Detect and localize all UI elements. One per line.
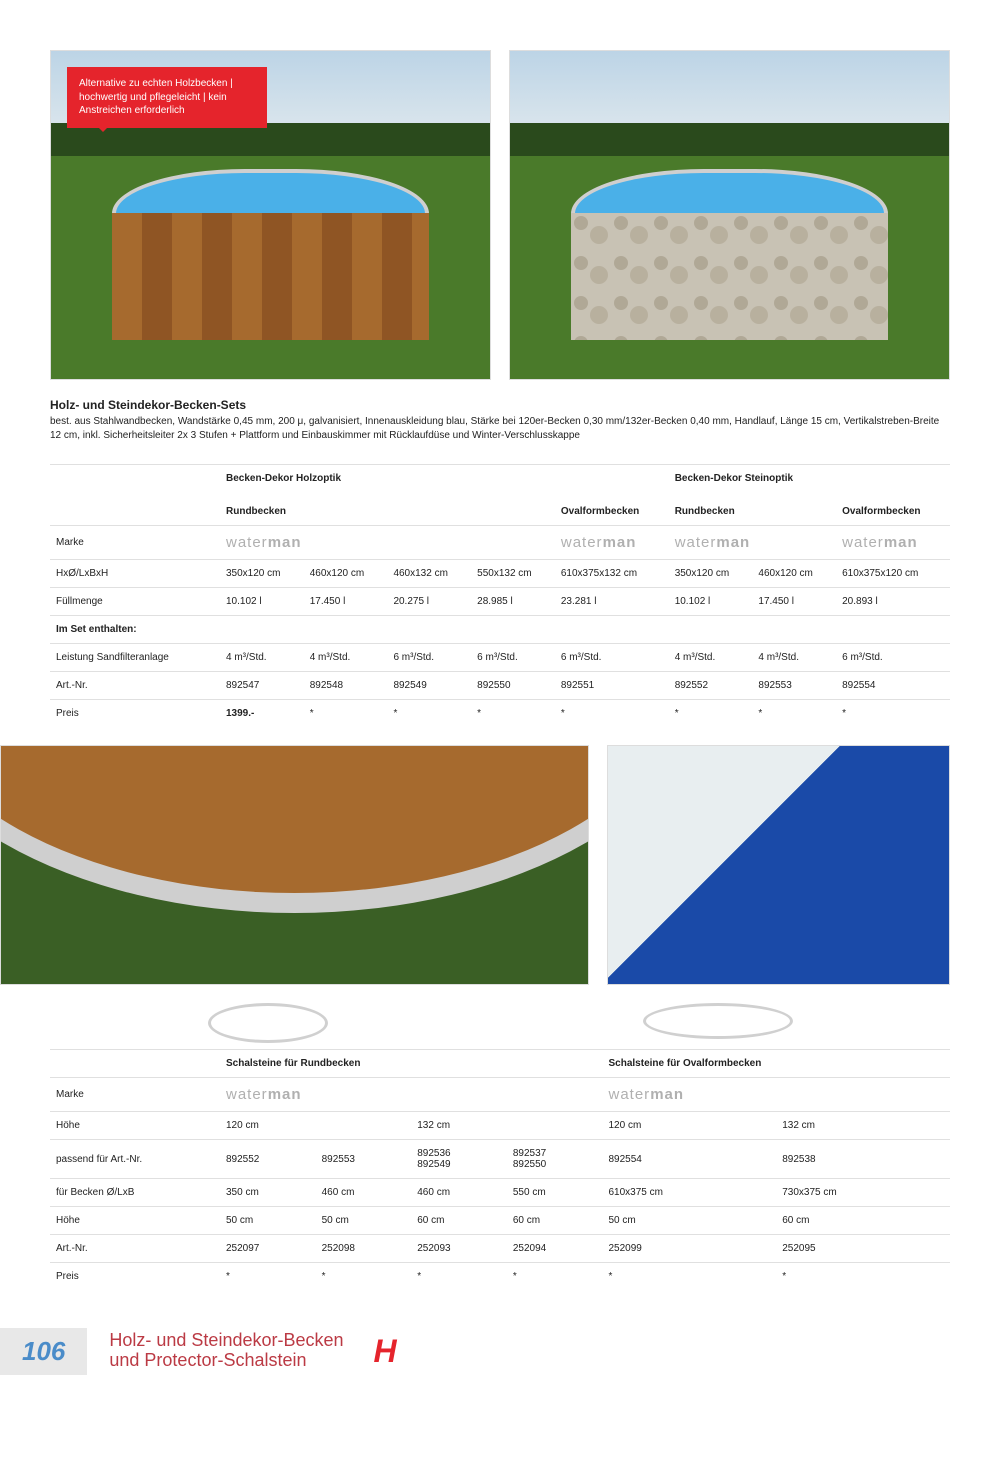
brand-waterman: waterman: [226, 534, 302, 551]
pool-image-wood: Alternative zu echten Holzbecken | hochw…: [50, 50, 491, 380]
ring-oval-icon: [643, 1003, 793, 1039]
pool-sets-table: Becken-Dekor HolzoptikBecken-Dekor Stein…: [50, 464, 950, 727]
schalsteine-table: Schalsteine für RundbeckenSchalsteine fü…: [50, 1049, 950, 1290]
ring-icons: [50, 1003, 950, 1043]
ring-round-icon: [208, 1003, 328, 1043]
group-header-steinoptik: Becken-Dekor Steinoptik: [669, 465, 950, 493]
section-desc: best. aus Stahlwandbecken, Wandstärke 0,…: [50, 415, 950, 442]
page-footer: 106 Holz- und Steindekor-Becken und Prot…: [0, 1316, 1000, 1386]
group-header-holzoptik: Becken-Dekor Holzoptik: [220, 465, 669, 493]
group-header-ovalbecken: Schalsteine für Ovalformbecken: [603, 1050, 951, 1078]
group-header-rundbecken: Schalsteine für Rundbecken: [220, 1050, 603, 1078]
footer-title: Holz- und Steindekor-Becken und Protecto…: [109, 1331, 343, 1371]
mid-images: [0, 745, 1000, 985]
pool-image-stone: [509, 50, 950, 380]
page-number: 106: [0, 1328, 87, 1375]
callout-badge: Alternative zu echten Holzbecken | hochw…: [67, 67, 267, 128]
detail-image-left: [0, 745, 589, 985]
section-title: Holz- und Steindekor-Becken-Sets: [50, 398, 950, 412]
detail-image-right: [607, 745, 950, 985]
brand-logo-icon: H: [374, 1333, 410, 1369]
hero-images: Alternative zu echten Holzbecken | hochw…: [50, 50, 950, 380]
